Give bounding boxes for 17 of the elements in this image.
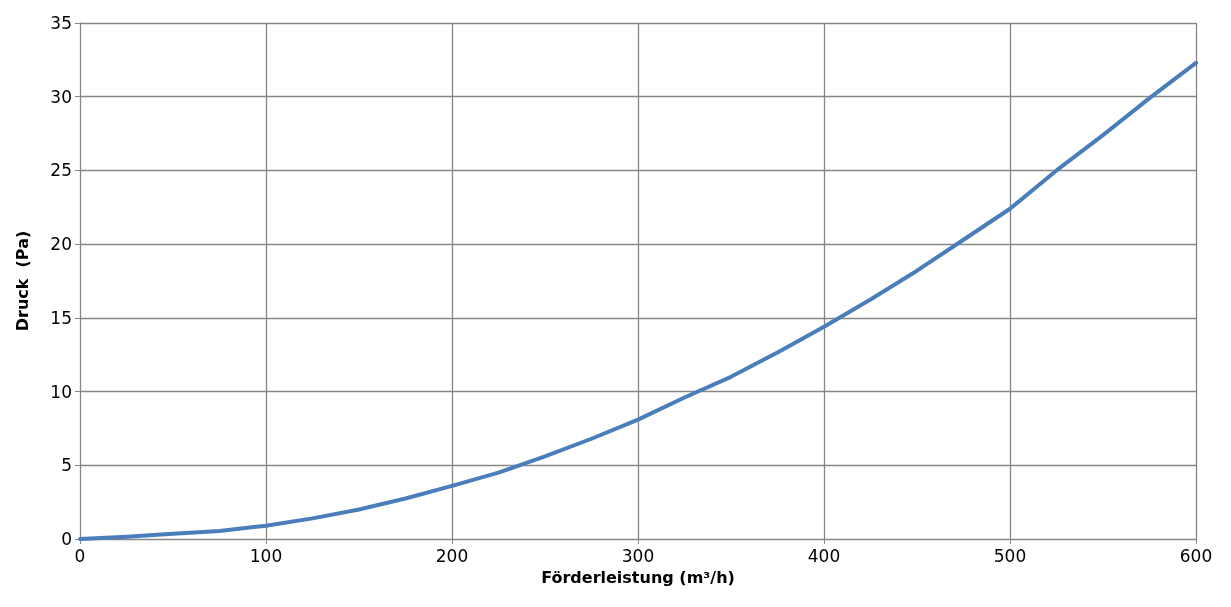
x-tick-label: 600	[1179, 545, 1213, 566]
x-axis-title: Förderleistung (m³/h)	[541, 567, 735, 587]
y-tick-label: 35	[50, 13, 72, 33]
y-tick-label: 15	[50, 307, 72, 328]
y-axis-title: Druck (Pa)	[12, 230, 32, 332]
x-tick-label: 300	[621, 545, 655, 566]
y-tick-label: 30	[50, 86, 72, 107]
x-tick-label: 400	[807, 545, 841, 566]
x-tick-label: 100	[249, 545, 283, 566]
y-tick-label: 25	[50, 160, 72, 181]
y-tick-label: 20	[50, 234, 72, 255]
y-tick-label: 5	[61, 455, 72, 476]
x-tick-label: 200	[435, 545, 469, 566]
y-tick-label: 0	[61, 529, 72, 549]
y-tick-label: 10	[50, 381, 72, 402]
x-tick-label: 0	[74, 545, 86, 566]
x-tick-label: 500	[993, 545, 1027, 566]
